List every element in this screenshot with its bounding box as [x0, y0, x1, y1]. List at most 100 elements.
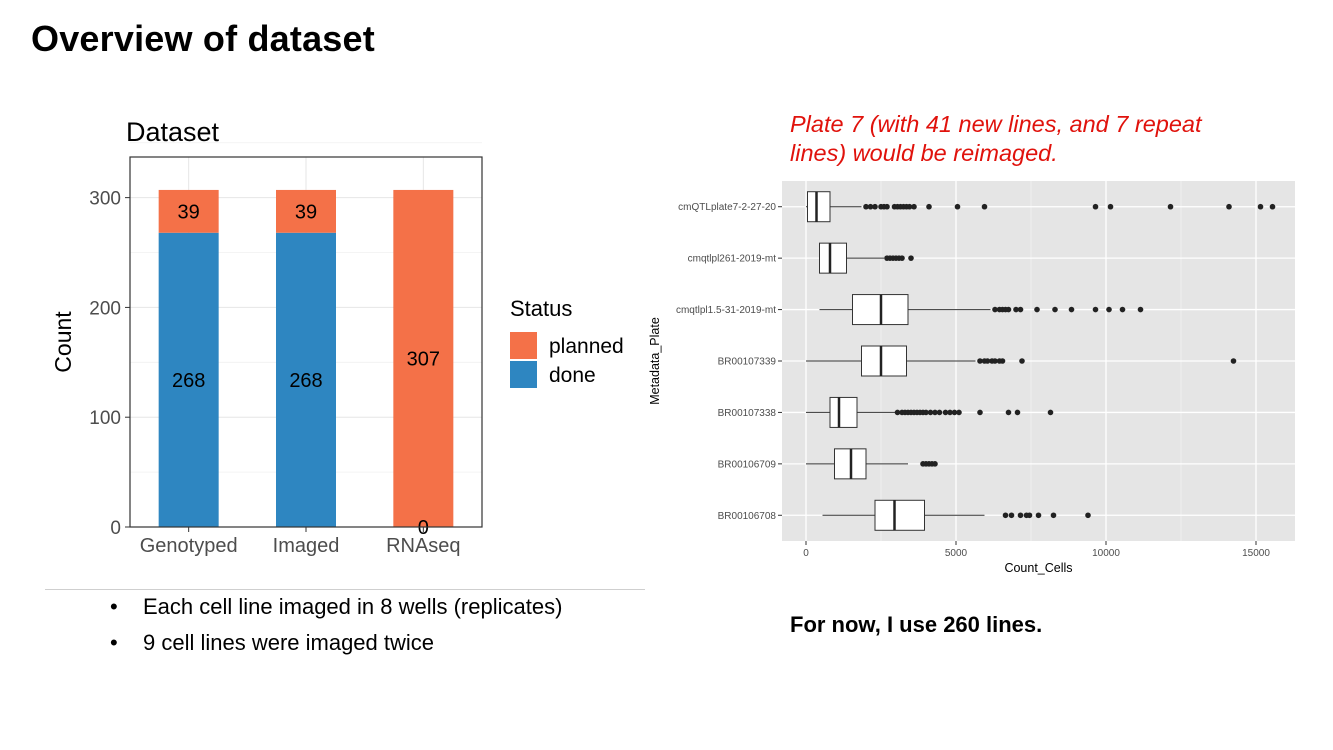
- outlier-point: [936, 409, 943, 416]
- box: [807, 191, 831, 223]
- slide-title: Overview of dataset: [31, 18, 375, 59]
- outlier-point: [1017, 512, 1024, 519]
- outlier-point: [1008, 512, 1015, 519]
- outlier-point: [1014, 409, 1021, 416]
- outlier-point: [999, 358, 1006, 364]
- outlier-point: [1137, 306, 1144, 313]
- outlier-point: [927, 409, 934, 416]
- x-tick-label: 10000: [1092, 548, 1120, 559]
- outlier-point: [992, 306, 998, 313]
- outlier-point: [1107, 203, 1114, 210]
- outlier-point: [1092, 306, 1099, 313]
- y-tick-label: 200: [89, 298, 121, 319]
- bar-data-label: 39: [178, 201, 200, 223]
- bullet-text: Each cell line imaged in 8 wells (replic…: [143, 594, 563, 619]
- outlier-point: [932, 409, 938, 416]
- y-tick-label: cmqtlpl1.5-31-2019-mt: [676, 305, 776, 316]
- y-tick-label: 300: [89, 189, 121, 210]
- outlier-point: [977, 358, 983, 364]
- box: [819, 242, 847, 274]
- outlier-point: [1230, 358, 1237, 364]
- outlier-point: [908, 255, 914, 261]
- outlier-point: [1017, 306, 1024, 313]
- bullet-text: 9 cell lines were imaged twice: [143, 630, 435, 655]
- bar-segment-planned: [393, 189, 454, 527]
- outlier-point: [1002, 512, 1009, 519]
- outlier-point: [1226, 203, 1232, 210]
- outlier-point: [1005, 409, 1012, 416]
- bullet-dot: •: [110, 630, 118, 655]
- outlier-point: [947, 409, 953, 416]
- outlier-point: [1106, 306, 1112, 313]
- outlier-point: [1019, 358, 1025, 364]
- x-tick-label: Genotyped: [140, 535, 238, 557]
- bullet-list: • Each cell line imaged in 8 wells (repl…: [110, 589, 562, 661]
- outlier-point: [977, 409, 983, 416]
- outlier-point: [1034, 306, 1040, 313]
- outlier-point: [926, 203, 932, 210]
- y-tick-label: 100: [89, 408, 121, 429]
- red-annotation-note: Plate 7 (with 41 new lines, and 7 repeat…: [790, 111, 1202, 166]
- outlier-point: [1005, 306, 1012, 313]
- legend-title: Status: [510, 296, 572, 321]
- bar-segment-done: [276, 232, 336, 527]
- legend-label: done: [549, 364, 596, 387]
- outlier-point: [984, 358, 991, 364]
- outlier-point: [894, 409, 901, 416]
- outlier-point: [906, 203, 913, 210]
- y-tick-label: BR00107339: [718, 357, 777, 368]
- outlier-point: [1119, 306, 1126, 313]
- outlier-point: [867, 203, 874, 210]
- bottom-note: For now, I use 260 lines.: [790, 612, 1043, 637]
- y-tick-label: BR00107338: [718, 408, 777, 419]
- y-tick-label: BR00106708: [718, 511, 777, 522]
- outlier-point: [932, 461, 938, 467]
- bar-data-label: 268: [289, 370, 322, 392]
- box: [829, 396, 858, 428]
- x-tick-label: 15000: [1242, 548, 1270, 559]
- outlier-point: [923, 409, 929, 416]
- x-tick-label: RNAseq: [386, 535, 460, 557]
- legend-swatch-done: [510, 361, 537, 388]
- outlier-point: [899, 255, 905, 261]
- bar-segment-planned: [158, 189, 219, 233]
- outlier-point: [1052, 306, 1058, 313]
- box: [861, 345, 907, 377]
- x-tick-label: Imaged: [273, 535, 340, 557]
- y-tick-label: cmqtlpl261-2019-mt: [688, 254, 777, 265]
- bar-segment-done: [158, 232, 219, 527]
- divider-line: [45, 589, 645, 590]
- outlier-point: [956, 409, 962, 416]
- outlier-point: [1047, 409, 1054, 416]
- x-tick-label: 5000: [945, 548, 968, 559]
- bullet-dot: •: [110, 594, 118, 619]
- outlier-point: [1092, 203, 1099, 210]
- outlier-point: [992, 358, 998, 364]
- legend-swatch-planned: [510, 332, 537, 359]
- outlier-point: [1068, 306, 1075, 313]
- x-tick-label: 0: [803, 548, 809, 559]
- outlier-point: [1257, 203, 1264, 210]
- outlier-point: [1085, 512, 1091, 519]
- y-axis-label: Metadata_Plate: [648, 317, 662, 405]
- outlier-point: [863, 203, 869, 210]
- bar-segment-planned: [276, 189, 336, 233]
- bar-data-label: 268: [172, 370, 205, 392]
- outlier-point: [872, 203, 878, 210]
- legend-label: planned: [549, 335, 624, 358]
- outlier-point: [1035, 512, 1042, 519]
- outlier-point: [981, 203, 988, 210]
- outlier-point: [1026, 512, 1033, 519]
- outlier-point: [1167, 203, 1174, 210]
- boxplot-chart: cmQTLplate7-2-27-20 cmqtlpl261-2019-mt cmq…: [648, 181, 1295, 575]
- bullet-item: • Each cell line imaged in 8 wells (repl…: [110, 589, 562, 625]
- y-tick-label: cmQTLplate7-2-27-20: [678, 202, 776, 213]
- chart-title: Dataset: [126, 117, 220, 147]
- outlier-point: [951, 409, 958, 416]
- y-axis-label: Count: [50, 311, 76, 373]
- bar-data-label: 39: [295, 201, 317, 223]
- outlier-point: [1269, 203, 1276, 210]
- y-tick-label: BR00106709: [718, 459, 777, 470]
- bullet-item: • 9 cell lines were imaged twice: [110, 625, 562, 661]
- outlier-point: [942, 409, 949, 416]
